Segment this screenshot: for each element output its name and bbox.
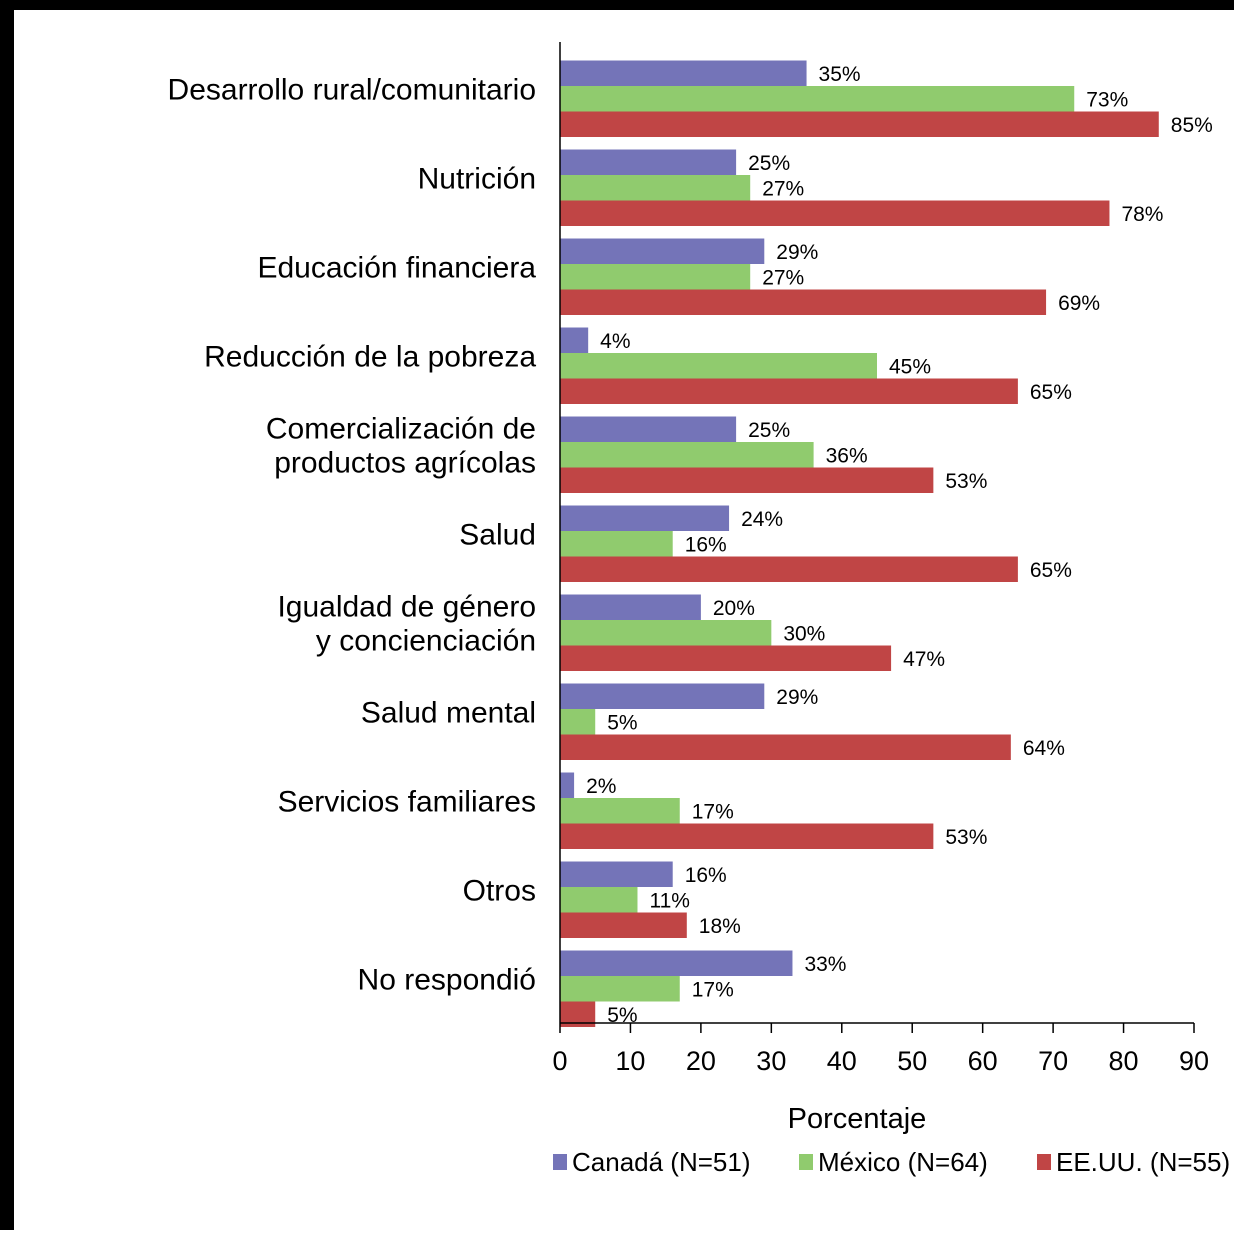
data-label-1-1: 27% [762, 177, 804, 200]
data-label-1-0: 73% [1086, 88, 1128, 111]
bar-1-7 [560, 709, 596, 735]
x-tick-label-2: 20 [686, 1046, 716, 1076]
data-label-2-10: 5% [607, 1004, 637, 1027]
data-label-2-9: 18% [699, 915, 741, 938]
x-tick-label-5: 50 [897, 1046, 927, 1076]
x-axis-title: Porcentaje [788, 1103, 927, 1135]
category-label-4-0: Comercialización de [266, 413, 536, 446]
data-label-1-10: 17% [692, 978, 734, 1001]
data-label-0-0: 35% [819, 63, 861, 86]
category-label-7-0: Salud mental [361, 697, 536, 730]
bar-0-6 [560, 594, 701, 620]
data-label-0-7: 29% [776, 686, 818, 709]
bar-2-3 [560, 378, 1018, 404]
bar-1-2 [560, 264, 751, 290]
data-label-2-8: 53% [945, 826, 987, 849]
bar-2-7 [560, 734, 1011, 760]
category-label-0-0: Desarrollo rural/comunitario [168, 74, 536, 107]
bar-1-3 [560, 353, 877, 379]
bar-1-6 [560, 620, 772, 646]
x-tick-label-9: 90 [1179, 1046, 1209, 1076]
legend-swatch-2 [1037, 1154, 1051, 1170]
bar-0-3 [560, 327, 589, 353]
x-tick-label-1: 10 [615, 1046, 645, 1076]
bar-2-5 [560, 556, 1018, 582]
data-label-1-4: 36% [826, 444, 868, 467]
legend-label-2: EE.UU. (N=55) [1056, 1147, 1230, 1177]
category-label-9-0: Otros [463, 875, 536, 908]
data-label-2-2: 69% [1058, 292, 1100, 315]
bar-1-1 [560, 175, 751, 201]
data-label-1-6: 30% [783, 622, 825, 645]
data-label-0-10: 33% [804, 953, 846, 976]
bar-2-4 [560, 467, 934, 493]
bar-0-2 [560, 238, 765, 264]
data-label-0-9: 16% [685, 864, 727, 887]
x-tick-label-0: 0 [552, 1046, 567, 1076]
category-label-6-1: y concienciación [316, 625, 536, 658]
data-label-2-5: 65% [1030, 559, 1072, 582]
data-label-0-6: 20% [713, 597, 755, 620]
x-tick-label-4: 40 [827, 1046, 857, 1076]
category-label-2-0: Educación financiera [257, 252, 536, 285]
legend-label-1: México (N=64) [818, 1147, 988, 1177]
bar-2-0 [560, 111, 1159, 137]
bar-1-5 [560, 531, 673, 557]
bar-0-1 [560, 149, 737, 175]
bar-1-0 [560, 86, 1075, 112]
category-label-8-0: Servicios familiares [278, 786, 536, 819]
bar-1-9 [560, 887, 638, 913]
bar-0-8 [560, 772, 575, 798]
category-label-1-0: Nutrición [418, 163, 536, 196]
x-tick-label-8: 80 [1109, 1046, 1139, 1076]
data-label-2-1: 78% [1121, 203, 1163, 226]
x-tick-label-7: 70 [1038, 1046, 1068, 1076]
data-label-0-3: 4% [600, 330, 630, 353]
bar-0-0 [560, 60, 807, 86]
data-label-1-8: 17% [692, 800, 734, 823]
legend-label-0: Canadá (N=51) [572, 1147, 751, 1177]
bar-0-4 [560, 416, 737, 442]
category-label-3-0: Reducción de la pobreza [204, 341, 536, 374]
bar-2-9 [560, 912, 687, 938]
legend-swatch-0 [553, 1154, 567, 1170]
bar-2-1 [560, 200, 1110, 226]
data-label-2-0: 85% [1171, 114, 1213, 137]
data-label-0-4: 25% [748, 419, 790, 442]
bar-1-4 [560, 442, 814, 468]
bar-0-5 [560, 505, 730, 531]
data-label-0-1: 25% [748, 152, 790, 175]
bar-0-7 [560, 683, 765, 709]
data-label-0-5: 24% [741, 508, 783, 531]
data-label-0-8: 2% [586, 775, 616, 798]
data-label-1-2: 27% [762, 266, 804, 289]
legend-swatch-1 [799, 1154, 813, 1170]
bar-0-9 [560, 861, 673, 887]
x-tick-label-6: 60 [968, 1046, 998, 1076]
data-label-1-7: 5% [607, 711, 637, 734]
bar-0-10 [560, 950, 793, 976]
category-label-6-0: Igualdad de género [277, 591, 536, 624]
category-label-4-1: productos agrícolas [274, 447, 536, 480]
category-label-10-0: No respondió [358, 964, 536, 997]
data-label-1-5: 16% [685, 533, 727, 556]
data-label-0-2: 29% [776, 241, 818, 264]
bar-2-8 [560, 823, 934, 849]
bar-1-10 [560, 976, 680, 1002]
data-label-2-7: 64% [1023, 737, 1065, 760]
data-label-2-3: 65% [1030, 381, 1072, 404]
data-label-1-3: 45% [889, 355, 931, 378]
data-label-1-9: 11% [649, 889, 689, 912]
data-label-2-6: 47% [903, 648, 945, 671]
category-label-5-0: Salud [459, 519, 536, 552]
bar-2-6 [560, 645, 892, 671]
bar-1-8 [560, 798, 680, 824]
data-label-2-4: 53% [945, 470, 987, 493]
bar-2-2 [560, 289, 1047, 315]
x-tick-label-3: 30 [756, 1046, 786, 1076]
